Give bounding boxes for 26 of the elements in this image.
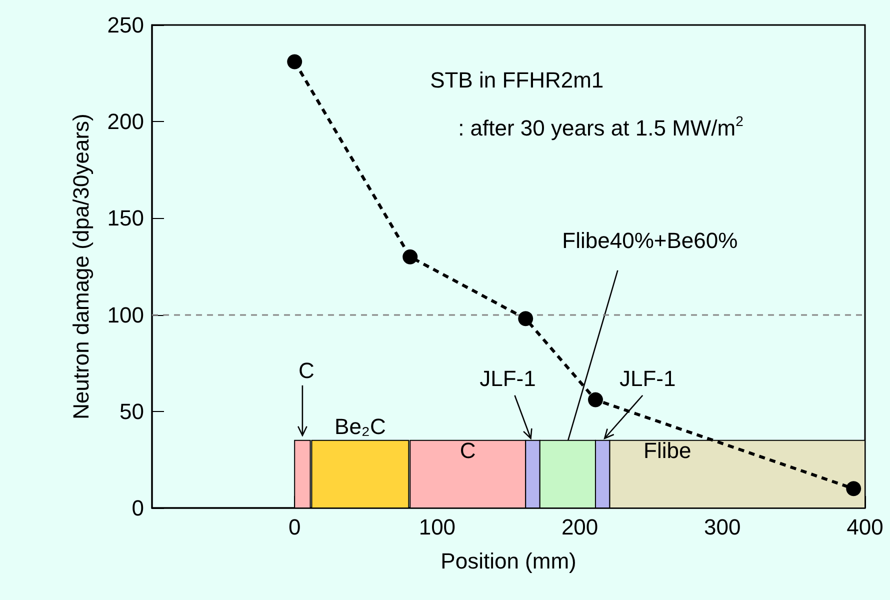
- y-tick-label: 100: [107, 302, 144, 328]
- point: [588, 392, 603, 408]
- band-label: Flibe40%+Be60%: [562, 228, 738, 253]
- point: [287, 54, 302, 70]
- band-label: JLF-1: [619, 366, 676, 391]
- x-tick-label: 0: [288, 514, 301, 540]
- band-label: C: [298, 358, 314, 383]
- x-axis-title: Position (mm): [440, 548, 576, 574]
- y-axis-title: Neutron damage (dpa/30years): [68, 114, 94, 420]
- band-label: C: [460, 438, 476, 463]
- y-tick-label: 0: [132, 496, 144, 520]
- band-label: Flibe: [644, 438, 692, 463]
- point: [402, 249, 418, 264]
- x-tick-label: 200: [561, 514, 598, 540]
- annotation: STB in FFHR2m1: [430, 68, 604, 92]
- y-tick-label: 200: [107, 109, 144, 134]
- point: [846, 481, 862, 496]
- y-tick-label: 250: [107, 12, 144, 38]
- y-tick-label: 50: [120, 398, 144, 424]
- y-tick-label: 150: [107, 206, 144, 231]
- x-tick-label: 100: [418, 514, 456, 540]
- band-label: JLF-1: [480, 366, 536, 391]
- point: [518, 311, 534, 326]
- x-tick-label: 300: [704, 514, 741, 540]
- x-tick-label: 400: [846, 514, 884, 540]
- band-label: Be₂C: [334, 414, 386, 439]
